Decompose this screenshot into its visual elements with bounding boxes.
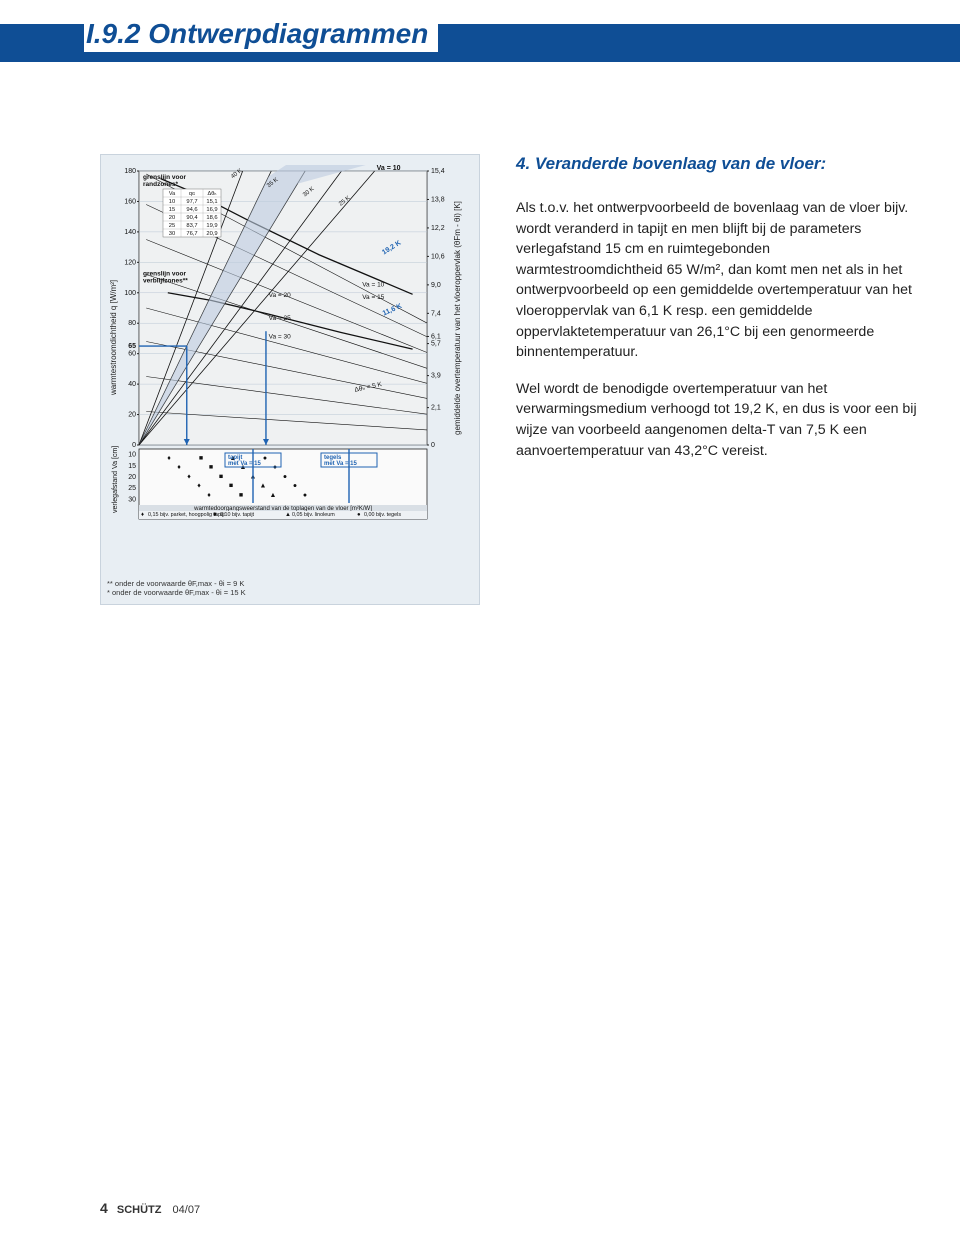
svg-text:120: 120 [124,259,136,266]
svg-text:Va = 10: Va = 10 [362,282,384,289]
svg-text:●: ● [357,512,361,518]
svg-text:16,9: 16,9 [206,207,217,213]
svg-text:15: 15 [128,463,136,470]
svg-text:76,7: 76,7 [186,231,197,237]
svg-text:♦: ♦ [141,512,144,518]
svg-text:●: ● [303,492,307,499]
svg-text:0: 0 [132,442,136,449]
svg-text:100: 100 [124,290,136,297]
footer-brand: SCHÜTZ [117,1204,162,1216]
section-heading: 4. Veranderde bovenlaag van de vloer: [516,154,920,174]
svg-text:Va = 15: Va = 15 [362,294,384,301]
svg-text:verlegafstand Va [cm]: verlegafstand Va [cm] [112,446,119,513]
svg-text:♦: ♦ [207,492,211,499]
svg-text:65: 65 [128,343,136,350]
svg-text:0,10 bijv. tapijt: 0,10 bijv. tapijt [220,512,255,518]
svg-text:180: 180 [124,168,136,175]
svg-text:■: ■ [199,455,203,462]
svg-text:■: ■ [219,473,223,480]
paragraph-2: Wel wordt de benodigde overtemperatuur v… [516,379,920,461]
svg-text:60: 60 [128,351,136,358]
svg-text:30: 30 [128,496,136,503]
svg-text:12,2: 12,2 [431,225,445,232]
page-number: 4 [100,1200,108,1216]
paragraph-1: Als t.o.v. het ontwerpvoorbeeld de boven… [516,198,920,363]
svg-text:20,9: 20,9 [206,231,217,237]
svg-text:Va = 20: Va = 20 [269,292,291,299]
chart-footnotes: ** onder de voorwaarde θF,max - θi = 9 K… [107,579,467,598]
y-axis-label: warmtestroomdichtheid q [W/m²] [109,280,118,395]
svg-text:140: 140 [124,229,136,236]
svg-text:2,1: 2,1 [431,405,441,412]
svg-text:7,4: 7,4 [431,310,441,317]
svg-text:30: 30 [169,231,175,237]
svg-text:randzones*: randzones* [143,181,179,188]
y2-axis-label: gemiddelde overtemperatuur van het vloer… [453,201,462,435]
svg-text:▲: ▲ [285,512,291,518]
svg-text:Va = 25: Va = 25 [269,315,291,322]
svg-text:Va: Va [169,191,176,197]
svg-text:5,7: 5,7 [431,341,441,348]
svg-text:97,7: 97,7 [186,199,197,205]
svg-text:18,6: 18,6 [206,215,217,221]
svg-text:25: 25 [128,485,136,492]
svg-text:●: ● [263,455,267,462]
svg-text:■: ■ [209,464,213,471]
svg-text:Δθₕ: Δθₕ [208,191,218,197]
svg-text:83,7: 83,7 [186,223,197,229]
svg-text:▲: ▲ [260,483,267,490]
svg-text:15: 15 [169,207,175,213]
svg-text:grenslijn voor: grenslijn voor [143,271,186,278]
svg-text:♦: ♦ [167,455,171,462]
design-chart: 0 20 40 60 80 100 120 140 160 180 65 0 2,1 3,9 5,76,1 7… [107,165,461,575]
chart-card: warmtestroomdichtheid q [W/m²] gemiddeld… [100,154,480,605]
svg-text:0,05 bijv. linoleum: 0,05 bijv. linoleum [292,512,335,518]
page-title: I.9.2 Ontwerpdiagrammen [84,18,438,52]
svg-text:6,1: 6,1 [431,333,441,340]
svg-text:●: ● [283,473,287,480]
svg-text:0,00 bijv. tegels: 0,00 bijv. tegels [364,512,401,518]
svg-text:20: 20 [128,412,136,419]
svg-text:90,4: 90,4 [186,215,198,221]
footnote-2: ** onder de voorwaarde θF,max - θi = 9 K [107,579,467,588]
svg-text:13,8: 13,8 [431,196,445,203]
svg-text:♦: ♦ [197,483,201,490]
svg-text:■: ■ [213,512,217,518]
svg-text:Va = 30: Va = 30 [269,333,291,340]
svg-text:160: 160 [124,198,136,205]
svg-text:10: 10 [169,199,175,205]
svg-text:20: 20 [169,215,175,221]
svg-text:25: 25 [169,223,175,229]
svg-text:15,4: 15,4 [431,168,445,175]
footnote-1: * onder de voorwaarde θF,max - θi = 15 K [107,588,467,597]
svg-text:met Va = 15: met Va = 15 [228,461,262,467]
svg-text:80: 80 [128,320,136,327]
svg-text:10,6: 10,6 [431,253,445,260]
svg-text:●: ● [273,464,277,471]
svg-text:qɢ: qɢ [189,191,195,197]
svg-text:▲: ▲ [270,492,277,499]
svg-text:19,9: 19,9 [206,223,217,229]
svg-text:9,0: 9,0 [431,282,441,289]
svg-text:♦: ♦ [187,473,191,480]
svg-text:■: ■ [239,492,243,499]
svg-text:♦: ♦ [177,464,181,471]
svg-text:Va = 10: Va = 10 [377,165,401,172]
page-footer: 4 SCHÜTZ 04/07 [100,1200,200,1216]
footer-date: 04/07 [173,1204,201,1216]
body-text: Als t.o.v. het ontwerpvoorbeeld de boven… [516,198,920,461]
svg-text:94,6: 94,6 [186,207,197,213]
svg-text:grenslijn voor: grenslijn voor [143,174,186,181]
svg-text:40: 40 [128,381,136,388]
svg-text:10: 10 [128,452,136,459]
svg-text:●: ● [293,483,297,490]
svg-text:0: 0 [431,442,435,449]
svg-text:verblijfzones**: verblijfzones** [143,278,188,285]
svg-text:■: ■ [229,483,233,490]
svg-text:15,1: 15,1 [206,199,217,205]
svg-text:20: 20 [128,474,136,481]
svg-text:3,9: 3,9 [431,373,441,380]
svg-text:met Va = 15: met Va = 15 [324,461,358,467]
